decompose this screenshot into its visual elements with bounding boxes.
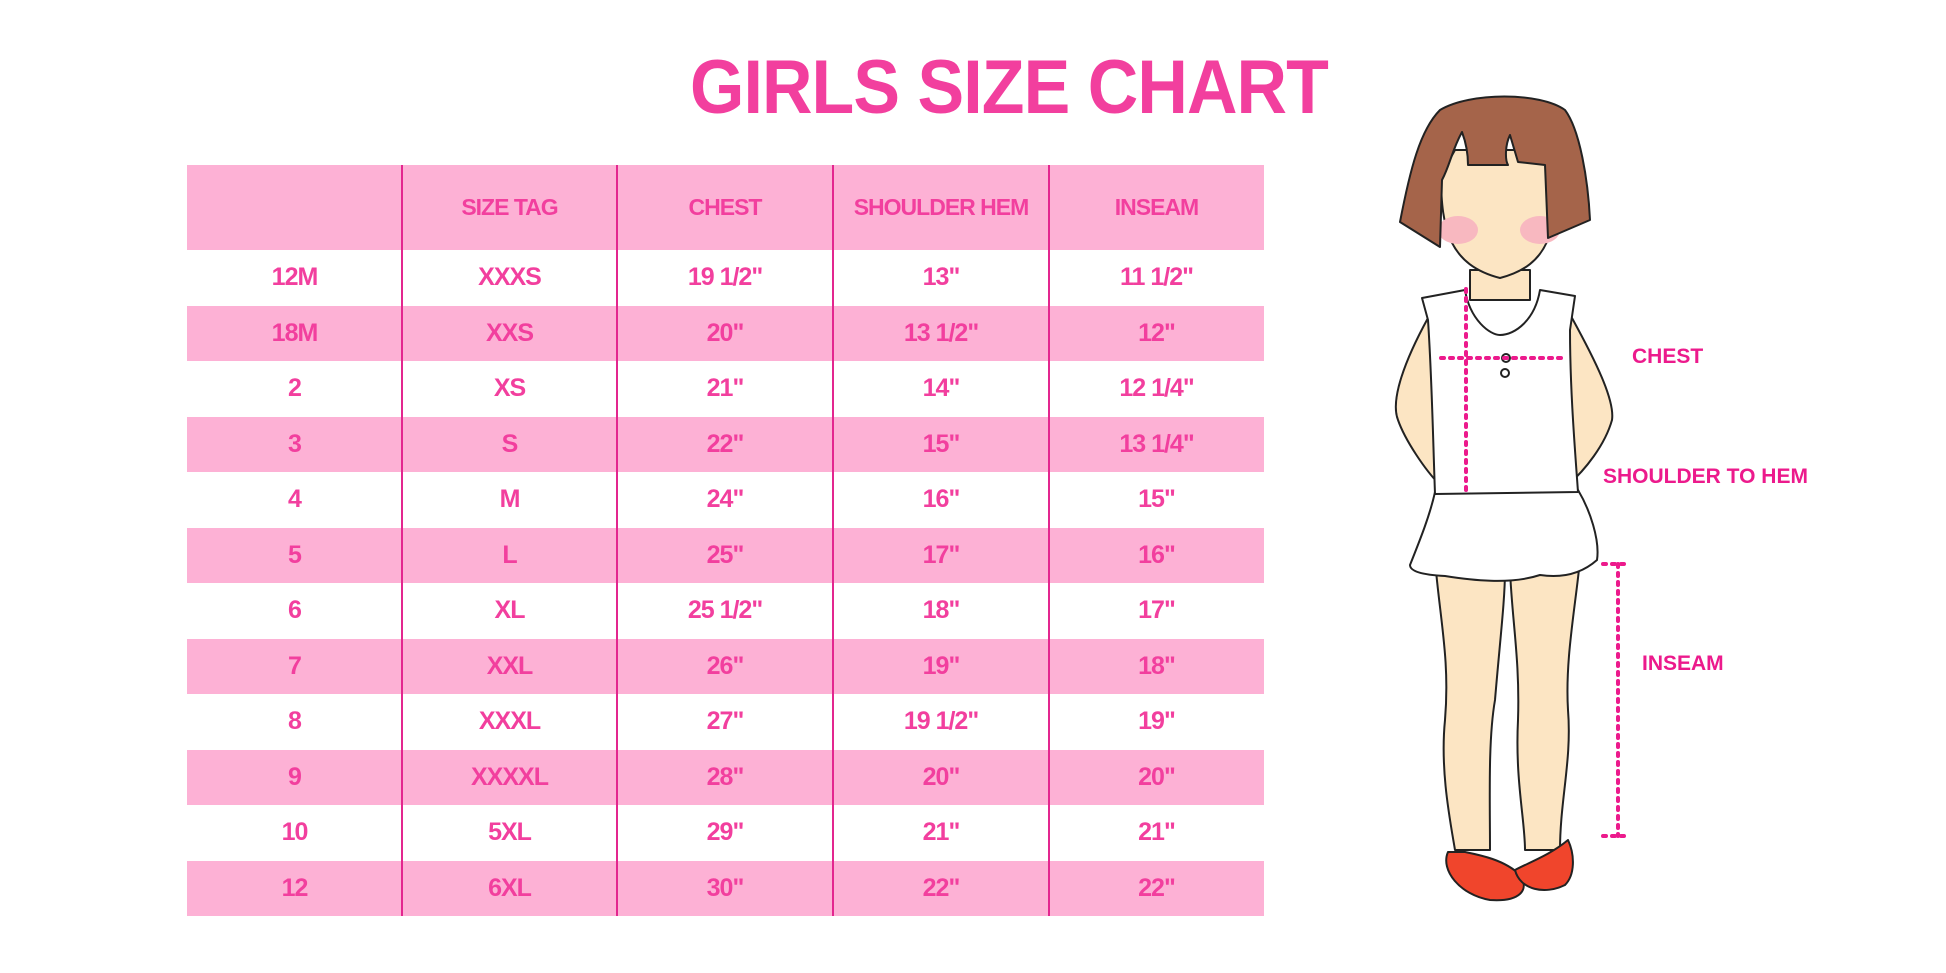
left-shoe bbox=[1445, 851, 1525, 902]
table-row: 12M XXXS 19 1/2" 13" 11 1/2" bbox=[187, 250, 1264, 306]
header-cell: INSEAM bbox=[1114, 194, 1199, 220]
table-cell: 5 bbox=[288, 540, 302, 569]
table-cell: 19 1/2" bbox=[903, 707, 979, 736]
table-row: 18M XXS 20" 13 1/2" 12" bbox=[187, 305, 1264, 361]
table-cell: 13" bbox=[922, 263, 961, 292]
table-cell: 12" bbox=[1138, 318, 1176, 347]
table-cell: 12 1/4" bbox=[1119, 374, 1194, 403]
column-divider bbox=[401, 165, 403, 916]
table-cell: XL bbox=[494, 596, 526, 625]
table-cell: 4 bbox=[288, 485, 302, 514]
table-row: 7 XXL 26" 19" 18" bbox=[187, 638, 1264, 694]
table-cell: 22" bbox=[922, 873, 961, 902]
table-cell: 10 bbox=[281, 818, 309, 847]
table-row: 4 M 24" 16" 15" bbox=[187, 472, 1264, 528]
table-cell: 22" bbox=[706, 429, 745, 458]
table-cell: 6 bbox=[288, 596, 302, 625]
table-cell: 12 bbox=[281, 873, 309, 902]
cheek bbox=[1438, 216, 1478, 244]
page-title: GIRLS SIZE CHART bbox=[690, 45, 1329, 130]
column-divider bbox=[832, 165, 834, 916]
table-cell: 2 bbox=[288, 374, 302, 403]
table-cell: 11 1/2" bbox=[1120, 263, 1194, 292]
table-cell: S bbox=[501, 429, 519, 458]
table-cell: 21" bbox=[706, 374, 745, 403]
table-cell: 29" bbox=[706, 818, 745, 847]
table-cell: 20" bbox=[922, 762, 961, 791]
right-leg bbox=[1509, 559, 1581, 851]
table-cell: 18" bbox=[1138, 651, 1176, 680]
table-cell: 19" bbox=[1138, 707, 1176, 736]
skirt bbox=[1409, 489, 1599, 582]
table-cell: 28" bbox=[706, 762, 745, 791]
table-cell: 25" bbox=[706, 540, 745, 569]
table-cell: 17" bbox=[922, 540, 961, 569]
table-cell: 26" bbox=[706, 651, 745, 680]
table-cell: L bbox=[502, 540, 517, 569]
table-cell: 14" bbox=[922, 374, 961, 403]
table-cell: 15" bbox=[1138, 485, 1176, 514]
table-cell: 21" bbox=[922, 818, 961, 847]
table-cell: 20" bbox=[1138, 762, 1176, 791]
table-cell: 3 bbox=[288, 429, 302, 458]
table-cell: 20" bbox=[706, 318, 745, 347]
table-cell: XXXXL bbox=[471, 762, 549, 791]
shoulder-to-hem-label: SHOULDER TO HEM bbox=[1603, 465, 1808, 488]
table-cell: 24" bbox=[706, 485, 745, 514]
table-cell: 19" bbox=[922, 651, 961, 680]
table-row: 10 5XL 29" 21" 21" bbox=[187, 805, 1264, 861]
chest-label: CHEST bbox=[1632, 345, 1704, 368]
table-cell: 30" bbox=[706, 873, 745, 902]
table-row: 9 XXXXL 28" 20" 20" bbox=[187, 749, 1264, 805]
right-shoe bbox=[1514, 839, 1574, 891]
table-row: 12 6XL 30" 22" 22" bbox=[187, 860, 1264, 916]
table-row: 8 XXXL 27" 19 1/2" 19" bbox=[187, 694, 1264, 750]
table-cell: 13 1/2" bbox=[903, 318, 979, 347]
table-cell: 5XL bbox=[488, 818, 532, 847]
column-divider bbox=[1048, 165, 1050, 916]
table-header-row: SIZE TAG CHEST SHOULDER HEM INSEAM bbox=[187, 165, 1264, 250]
header-cell: CHEST bbox=[688, 194, 763, 220]
table-cell: XXXL bbox=[478, 707, 541, 736]
table-row: 2 XS 21" 14" 12 1/4" bbox=[187, 361, 1264, 417]
header-cell: SIZE TAG bbox=[461, 194, 558, 220]
table-cell: M bbox=[499, 485, 521, 514]
table-cell: XXL bbox=[486, 651, 534, 680]
table-cell: 21" bbox=[1138, 818, 1176, 847]
face bbox=[1440, 149, 1557, 279]
button bbox=[1500, 368, 1510, 378]
header-cell: SHOULDER HEM bbox=[853, 194, 1030, 220]
inseam-label: INSEAM bbox=[1642, 652, 1724, 675]
table-cell: 17" bbox=[1138, 596, 1176, 625]
hair bbox=[1399, 95, 1591, 248]
table-cell: 22" bbox=[1138, 873, 1176, 902]
shirt bbox=[1421, 289, 1579, 495]
table-cell: XXS bbox=[485, 318, 534, 347]
table-cell: 13 1/4" bbox=[1119, 429, 1194, 458]
table-cell: 7 bbox=[288, 651, 302, 680]
table-cell: 6XL bbox=[488, 873, 532, 902]
table-row: 6 XL 25 1/2" 18" 17" bbox=[187, 583, 1264, 639]
left-leg bbox=[1434, 559, 1506, 851]
table-cell: 18" bbox=[922, 596, 961, 625]
table-row: 5 L 25" 17" 16" bbox=[187, 527, 1264, 583]
size-table: SIZE TAG CHEST SHOULDER HEM INSEAM 12M XXXS 19… bbox=[187, 165, 1264, 916]
table-cell: 18M bbox=[271, 318, 319, 347]
table-cell: XS bbox=[493, 374, 526, 403]
table-cell: XXXS bbox=[478, 263, 542, 292]
table-cell: 12M bbox=[271, 263, 319, 292]
table-cell: 16" bbox=[922, 485, 961, 514]
table-cell: 9 bbox=[288, 762, 302, 791]
table-cell: 27" bbox=[706, 707, 745, 736]
table-row: 3 S 22" 15" 13 1/4" bbox=[187, 416, 1264, 472]
column-divider bbox=[616, 165, 618, 916]
table-cell: 15" bbox=[922, 429, 961, 458]
table-cell: 16" bbox=[1138, 540, 1176, 569]
table-cell: 19 1/2" bbox=[687, 263, 763, 292]
table-cell: 25 1/2" bbox=[687, 596, 763, 625]
table-cell: 8 bbox=[288, 707, 302, 736]
